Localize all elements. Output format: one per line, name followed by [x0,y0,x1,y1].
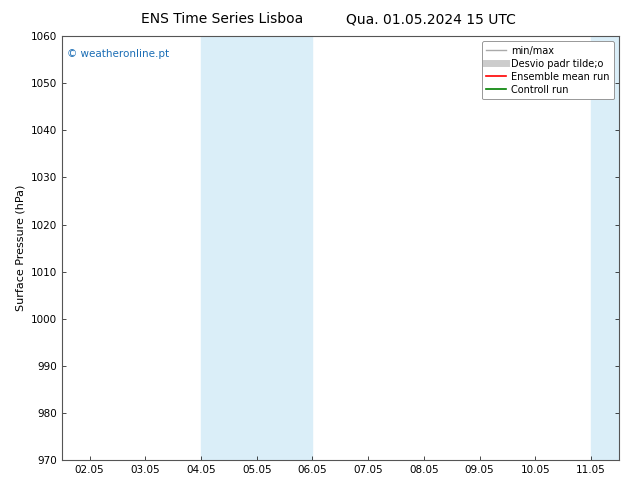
Bar [591,36,619,460]
Text: Qua. 01.05.2024 15 UTC: Qua. 01.05.2024 15 UTC [346,12,516,26]
Legend: min/max, Desvio padr tilde;o, Ensemble mean run, Controll run: min/max, Desvio padr tilde;o, Ensemble m… [482,41,614,99]
Bar [619,36,634,460]
Bar [201,36,313,460]
Y-axis label: Surface Pressure (hPa): Surface Pressure (hPa) [15,185,25,311]
Text: ENS Time Series Lisboa: ENS Time Series Lisboa [141,12,303,26]
Text: © weatheronline.pt: © weatheronline.pt [67,49,169,59]
